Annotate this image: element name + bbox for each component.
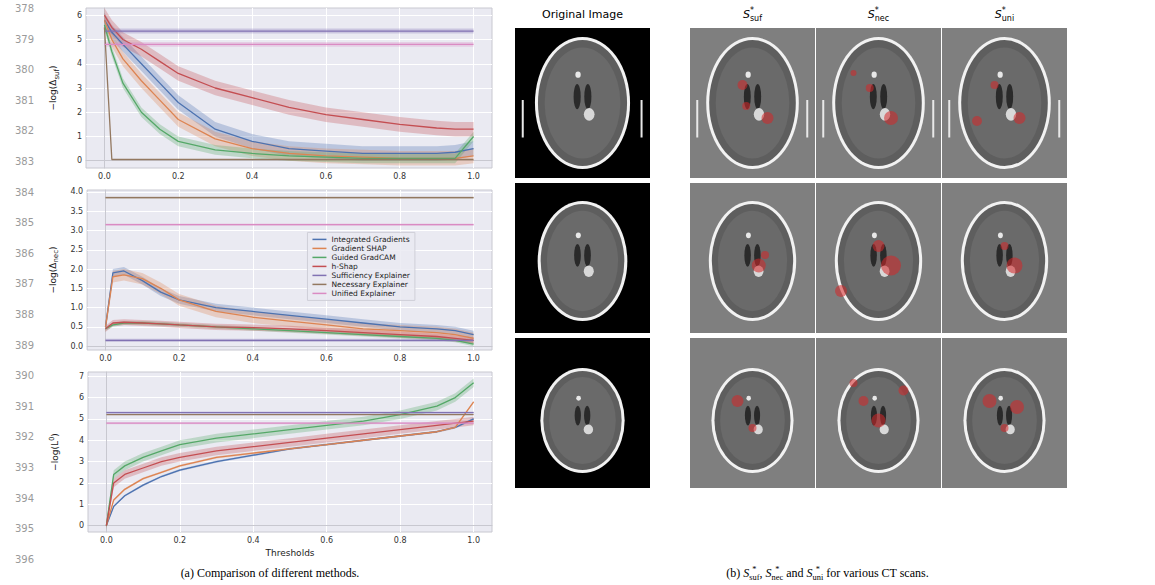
html-text:(b) S *: (b) S *: [726, 565, 757, 581]
html-text:390: 390: [14, 370, 34, 382]
svg-text:Guided GradCAM: Guided GradCAM: [331, 253, 395, 262]
html-text:384: 384: [14, 186, 34, 198]
svg-text:1.0: 1.0: [70, 303, 83, 312]
svg-text:0.2: 0.2: [173, 354, 186, 363]
svg-text:nec: nec: [52, 250, 60, 263]
svg-text:3.0: 3.0: [70, 226, 83, 235]
svg-text:S*uni: S*uni: [995, 6, 1014, 23]
svg-text:): ): [48, 246, 58, 250]
svg-text:0.4: 0.4: [247, 536, 260, 545]
svg-text:1.0: 1.0: [467, 354, 480, 363]
svg-text:0.6: 0.6: [320, 536, 333, 545]
svg-text:2.0: 2.0: [70, 265, 83, 274]
svg-text:0: 0: [79, 521, 84, 530]
svg-text:0.8: 0.8: [394, 354, 407, 363]
svg-text:0.8: 0.8: [393, 172, 406, 181]
svg-text:7: 7: [79, 372, 84, 381]
svg-text:0.2: 0.2: [172, 172, 185, 181]
svg-text:Original Image: Original Image: [542, 8, 623, 21]
html-text:necand S *: necand S *: [771, 565, 820, 583]
html-text:(a) Comparison of different me: (a) Comparison of different methods.: [180, 566, 360, 580]
svg-text:2: 2: [77, 108, 82, 117]
html-text:381: 381: [14, 94, 34, 106]
svg-text:0.8: 0.8: [394, 536, 407, 545]
html-text:379: 379: [14, 33, 34, 45]
html-text:383: 383: [14, 156, 34, 167]
svg-text:0.4: 0.4: [246, 354, 259, 363]
svg-text:2.5: 2.5: [70, 245, 83, 254]
svg-text:4.0: 4.0: [70, 187, 83, 196]
html-text:395: 395: [14, 523, 34, 535]
svg-text:4: 4: [79, 436, 84, 445]
svg-text:S*suf: S*suf: [743, 6, 762, 23]
html-text:389: 389: [14, 339, 34, 351]
svg-text:0: 0: [77, 156, 82, 165]
html-text:unifor various CT scans.: unifor various CT scans.: [812, 566, 929, 583]
svg-text:0.2: 0.2: [173, 536, 186, 545]
svg-text:0.0: 0.0: [100, 536, 113, 545]
svg-text:S*nec: S*nec: [868, 6, 889, 23]
html-text:378: 378: [14, 3, 34, 14]
svg-text:): ): [50, 433, 60, 437]
svg-text:0.0: 0.0: [98, 172, 111, 181]
svg-text:1: 1: [77, 132, 82, 141]
svg-text:Necessary Explainer: Necessary Explainer: [331, 280, 408, 289]
svg-text:suf: suf: [53, 68, 61, 79]
svg-text:1.0: 1.0: [467, 536, 480, 545]
svg-text:h-Shap: h-Shap: [331, 262, 358, 271]
svg-text:5: 5: [79, 414, 84, 423]
html-text:392: 392: [14, 431, 34, 443]
svg-text:1.5: 1.5: [70, 284, 83, 293]
svg-text:−log(Δ: −log(Δ: [48, 262, 58, 294]
svg-text:5: 5: [77, 35, 82, 44]
html-text:391: 391: [14, 400, 34, 412]
svg-text:0.0: 0.0: [99, 354, 112, 363]
html-text:396: 396: [14, 553, 34, 565]
html-text:393: 393: [14, 462, 34, 473]
html-text:386: 386: [14, 247, 34, 259]
svg-text:0.6: 0.6: [320, 354, 333, 363]
svg-text:−log(Δ: −log(Δ: [48, 79, 58, 111]
svg-text:3: 3: [79, 457, 84, 466]
svg-text:Unified Explainer: Unified Explainer: [331, 289, 396, 298]
html-text:394: 394: [14, 492, 34, 504]
svg-text:2: 2: [79, 478, 84, 487]
svg-text:Gradient SHAP: Gradient SHAP: [331, 244, 387, 253]
html-text:382: 382: [14, 125, 34, 137]
svg-text:0.6: 0.6: [320, 172, 333, 181]
svg-text:0.5: 0.5: [70, 322, 83, 331]
svg-text:0: 0: [47, 436, 56, 442]
html-text:380: 380: [14, 64, 34, 76]
svg-text:Integrated Gradients: Integrated Gradients: [331, 235, 409, 244]
svg-text:4: 4: [77, 59, 82, 68]
svg-text:0.0: 0.0: [70, 342, 83, 351]
svg-text:3: 3: [77, 84, 82, 93]
svg-text:6: 6: [79, 393, 84, 402]
svg-text:1.0: 1.0: [467, 172, 480, 181]
svg-text:1: 1: [79, 500, 84, 509]
svg-text:3.5: 3.5: [70, 207, 83, 216]
svg-text:Sufficiency Explainer: Sufficiency Explainer: [331, 271, 410, 280]
html-text:385: 385: [14, 217, 34, 229]
html-text:387: 387: [14, 278, 34, 290]
html-text:suf, S *: suf, S *: [749, 565, 780, 583]
svg-text:6: 6: [77, 11, 82, 20]
svg-text:Thresholds: Thresholds: [264, 548, 314, 558]
svg-text:0.4: 0.4: [246, 172, 259, 181]
html-text:388: 388: [14, 309, 34, 320]
svg-text:−log(L: −log(L: [50, 441, 60, 471]
svg-text:): ): [48, 66, 58, 70]
